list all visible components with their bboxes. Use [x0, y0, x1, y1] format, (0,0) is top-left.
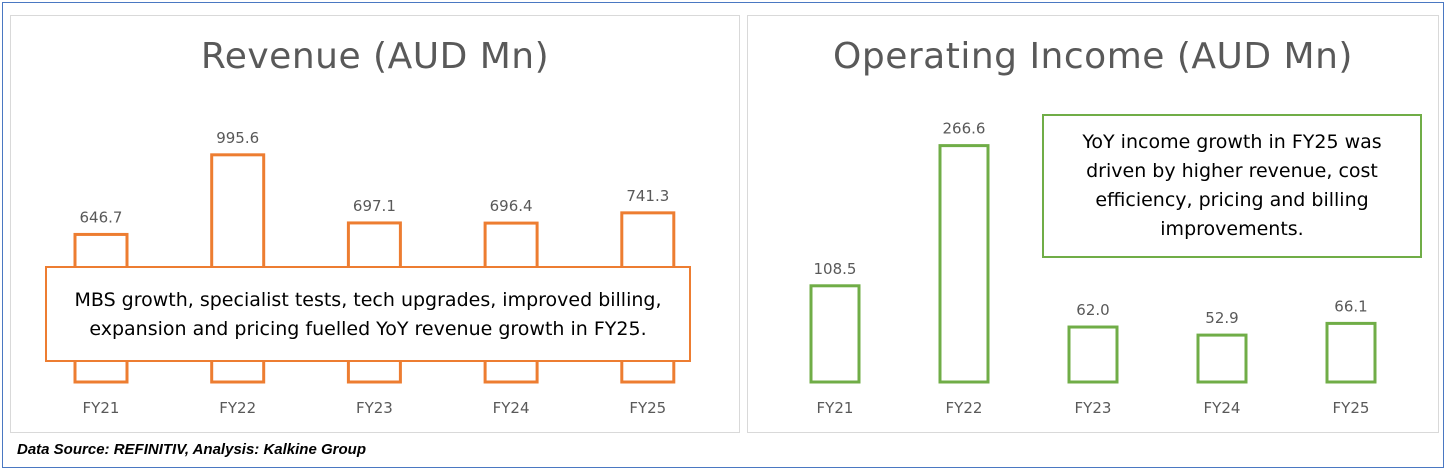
income-data-label-fy23: 62.0 [1076, 301, 1109, 319]
revenue-annotation-line-1: MBS growth, specialist tests, tech upgra… [74, 289, 662, 311]
data-source-note: Data Source: REFINITIV, Analysis: Kalkin… [17, 441, 366, 458]
revenue-data-label-fy23: 697.1 [353, 197, 396, 215]
revenue-annotation-line-2: expansion and pricing fuelled YoY revenu… [89, 318, 647, 340]
income-annotation-line-3: efficiency, pricing and billing [1095, 189, 1369, 211]
revenue-chart-plot: 646.7 FY21 995.6 FY22 697.1 FY23 696.4 FY24 741.… [73, 129, 676, 417]
income-data-label-fy22: 266.6 [943, 120, 986, 138]
revenue-x-tick-fy22: FY22 [219, 399, 256, 417]
revenue-chart-title: Revenue (AUD Mn) [200, 36, 550, 77]
income-bar-fy21 [809, 284, 861, 384]
revenue-x-tick-fy21: FY21 [83, 399, 120, 417]
income-data-label-fy25: 66.1 [1334, 297, 1367, 315]
revenue-data-label-fy22: 995.6 [216, 129, 259, 147]
revenue-x-tick-fy25: FY25 [629, 399, 666, 417]
revenue-data-label-fy24: 696.4 [490, 197, 533, 215]
income-data-label-fy21: 108.5 [814, 260, 857, 278]
income-data-label-fy24: 52.9 [1205, 309, 1238, 327]
operating-income-chart-panel: Operating Income (AUD Mn) 108.5 FY21 266.6… [747, 15, 1439, 433]
operating-income-chart-title: Operating Income (AUD Mn) [833, 36, 1353, 77]
operating-income-chart-plot: 108.5 FY21 266.6 FY22 62.0 FY23 52.9 FY24 66.1 FY… [809, 120, 1377, 417]
revenue-data-label-fy25: 741.3 [626, 187, 669, 205]
revenue-chart-panel: Revenue (AUD Mn) 646.7 FY21 995.6 FY22 697.1… [10, 15, 740, 433]
income-annotation-line-1: YoY income growth in FY25 was [1082, 131, 1382, 153]
income-bar-fy23 [1067, 325, 1119, 384]
income-x-tick-fy21: FY21 [817, 399, 854, 417]
operating-income-annotation-box: YoY income growth in FY25 was driven by … [1042, 114, 1422, 258]
income-bar-fy24 [1196, 333, 1248, 384]
revenue-data-label-fy21: 646.7 [80, 208, 123, 226]
income-x-tick-fy25: FY25 [1333, 399, 1370, 417]
income-x-tick-fy23: FY23 [1075, 399, 1112, 417]
income-x-tick-fy22: FY22 [946, 399, 983, 417]
income-annotation-line-2: driven by higher revenue, cost [1086, 160, 1378, 182]
income-bar-fy25 [1325, 321, 1377, 384]
income-bar-fy22 [938, 144, 990, 384]
income-x-tick-fy24: FY24 [1204, 399, 1241, 417]
income-annotation-line-4: improvements. [1160, 218, 1304, 240]
revenue-x-tick-fy23: FY23 [356, 399, 393, 417]
revenue-annotation-box: MBS growth, specialist tests, tech upgra… [45, 266, 691, 362]
revenue-x-tick-fy24: FY24 [493, 399, 530, 417]
